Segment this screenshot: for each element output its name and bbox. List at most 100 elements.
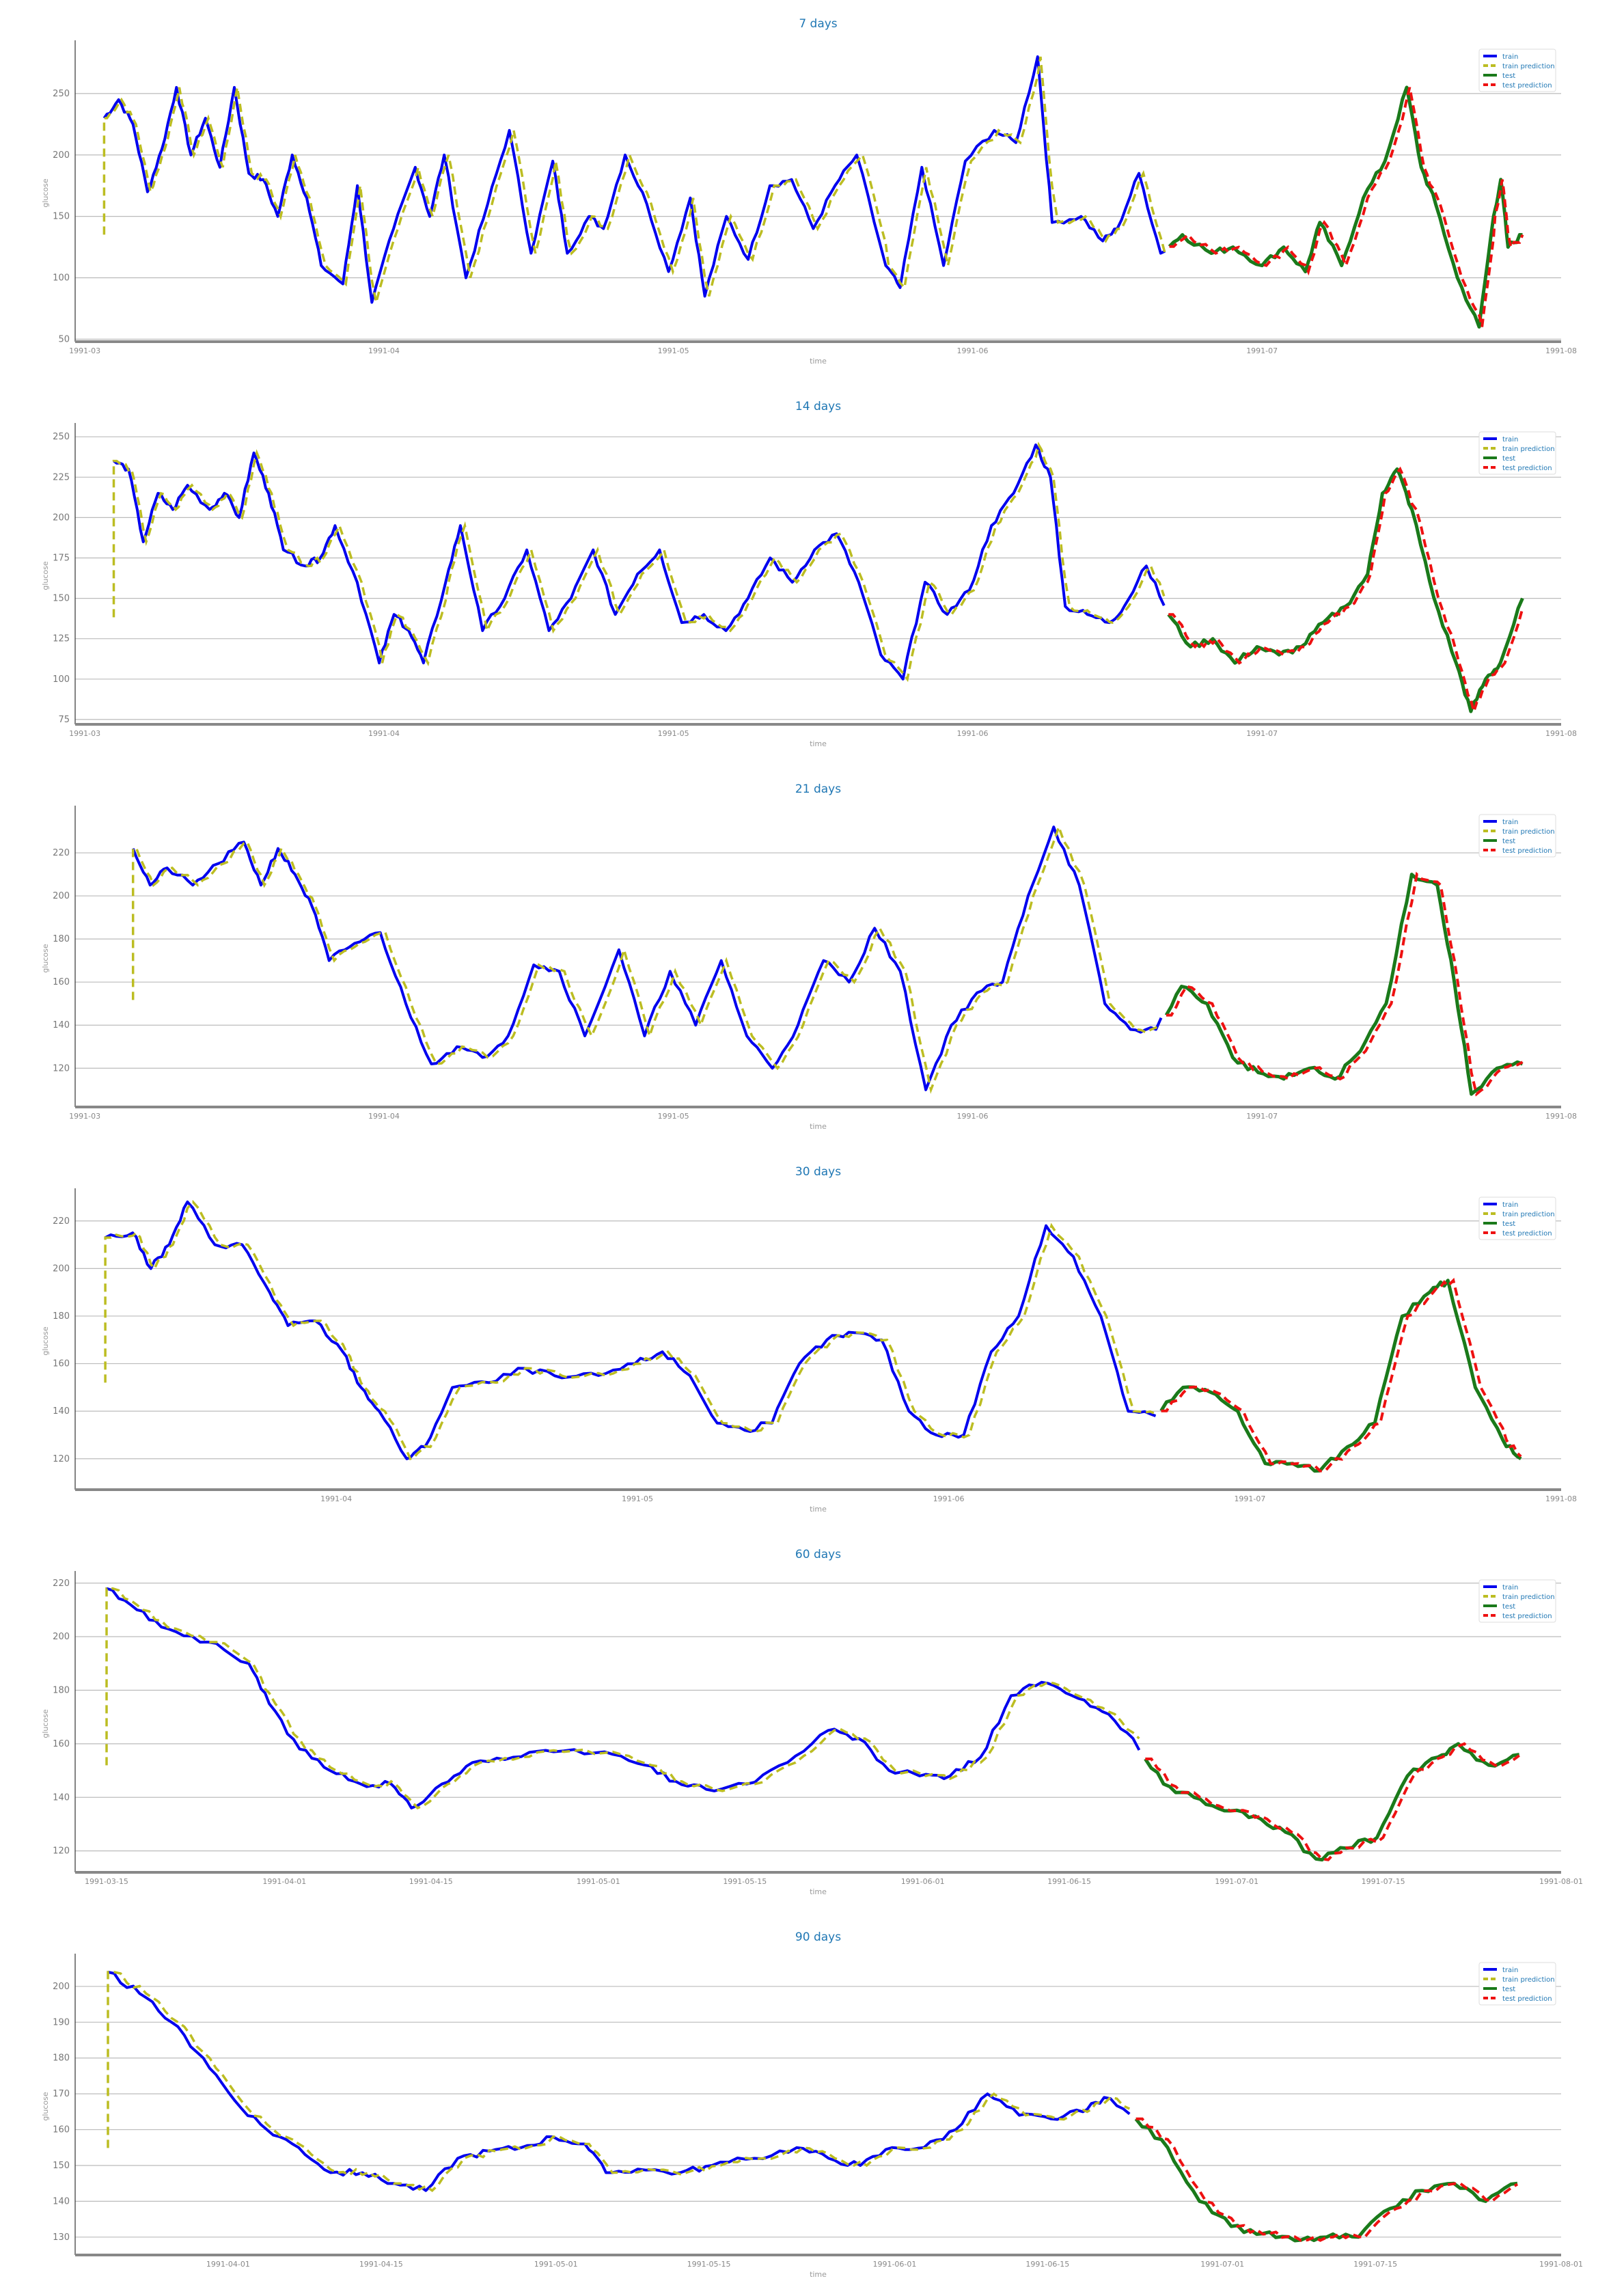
x-tick-label: 1991-06 [956,729,988,738]
series-test [1168,85,1523,329]
x-tick-label: 1991-05-15 [687,2260,731,2269]
y-tick-label: 220 [53,1578,70,1589]
y-tick-label: 250 [53,432,70,442]
y-tick-label: 140 [53,1406,70,1417]
x-tick-label: 1991-08 [1545,729,1577,738]
x-tick-label: 1991-06-15 [1047,1877,1091,1886]
chart-panel-14-days: 14 days 75 100 125 150 175 200 225 250 1991-03 199… [0,383,1611,765]
x-tick-label: 1991-05 [658,729,689,738]
y-tick-label: 200 [53,1982,70,1992]
x-tick-label: 1991-05-15 [723,1877,767,1886]
chart-title: 60 days [795,1548,841,1561]
y-tick-label: 100 [53,273,70,284]
chart-svg: 60 days 120 140 160 180 200 220 1991-03-15 1991-… [41,1548,1583,1896]
series-train-prediction [112,441,1166,683]
x-tick-label: 1991-05-01 [534,2260,578,2269]
y-tick-label: 150 [53,212,70,222]
legend-train-prediction-label: train prediction [1502,1594,1555,1601]
x-tick-label: 1991-03 [69,1112,100,1121]
chart-title: 90 days [795,1930,841,1944]
legend-train-label: train [1502,1967,1518,1974]
legend-box [1478,49,1556,92]
y-tick-label: 180 [53,1311,70,1322]
chart-panel-90-days: 90 days 130 140 150 160 170 180 190 200 1991-04-0… [0,1913,1611,2296]
legend-test-prediction-label: test prediction [1502,1995,1552,2003]
x-tick-label: 1991-07 [1246,1112,1278,1121]
legend-test-prediction-label: test prediction [1502,82,1552,90]
x-tick-label: 1991-04 [368,346,400,355]
legend-test-label: test [1502,838,1515,845]
legend-test-label: test [1502,1986,1515,1993]
legend-train-label: train [1502,436,1518,443]
chart-panel-7-days: 7 days 50 100 150 200 250 1991-03 1991-04 1991-0… [0,0,1611,383]
x-tick-label: 1991-07-01 [1215,1877,1258,1886]
x-tick-label: 1991-07 [1246,346,1278,355]
chart-svg: 7 days 50 100 150 200 250 1991-03 1991-04 1991-0… [41,17,1577,366]
series-train-prediction [104,1200,1157,1460]
chart-title: 30 days [795,1165,841,1179]
y-tick-label: 250 [53,89,70,99]
y-tick-label: 160 [53,1359,70,1369]
legend-train-prediction-label: train prediction [1502,828,1555,836]
y-tick-label: 200 [53,150,70,161]
chart-title: 21 days [795,782,841,796]
series-train-prediction [107,1971,1131,2192]
y-tick-label: 75 [58,715,70,725]
x-axis-label: time [810,357,827,366]
y-tick-label: 190 [53,2017,70,2027]
series-train [106,1587,1141,1809]
series-test [1164,873,1524,1096]
series-test [1144,1742,1520,1862]
chart-panel-21-days: 21 days 120 140 160 180 200 220 1991-03 1991-04 1… [0,765,1611,1148]
series-test-prediction [1145,1742,1520,1861]
x-tick-label: 1991-06-15 [1025,2260,1069,2269]
y-tick-label: 200 [53,1263,70,1274]
y-tick-label: 220 [53,848,70,858]
x-tick-label: 1991-04 [368,1112,400,1121]
y-tick-label: 120 [53,1454,70,1464]
series-train [131,825,1163,1091]
series-test-prediction [1161,1277,1522,1473]
legend-test-prediction-label: test prediction [1502,1230,1552,1238]
series-train [113,443,1166,681]
x-axis-label: time [810,1505,827,1514]
x-tick-label: 1991-08 [1545,346,1577,355]
x-axis-label: time [810,1887,827,1896]
x-tick-label: 1991-07-01 [1200,2260,1244,2269]
y-axis-label: glucose [41,944,50,973]
x-tick-label: 1991-06 [933,1494,965,1503]
y-tick-label: 180 [53,2053,70,2064]
legend-test-prediction-label: test prediction [1502,1613,1552,1620]
y-tick-label: 200 [53,891,70,901]
y-tick-label: 160 [53,1739,70,1749]
x-tick-label: 1991-04 [320,1494,352,1503]
y-axis-label: glucose [41,561,50,590]
legend-test-label: test [1502,1220,1515,1228]
legend-train-label: train [1502,1584,1518,1591]
series-test-prediction [1168,466,1524,717]
series-test-prediction [1169,87,1524,327]
x-tick-label: 1991-05 [658,346,689,355]
legend-box [1478,1579,1556,1623]
x-tick-label: 1991-04-01 [206,2260,250,2269]
y-axis-label: glucose [41,1709,50,1738]
x-tick-label: 1991-05 [622,1494,653,1503]
series-train [107,1971,1131,2192]
y-tick-label: 160 [53,977,70,987]
x-tick-label: 1991-04 [368,729,400,738]
x-tick-label: 1991-07 [1234,1494,1265,1503]
x-tick-label: 1991-06 [956,346,988,355]
legend-train-prediction-label: train prediction [1502,1976,1555,1984]
legend-test-label: test [1502,1603,1515,1611]
x-tick-label: 1991-08-01 [1539,1877,1583,1886]
x-tick-label: 1991-03 [69,346,100,355]
x-tick-label: 1991-06-01 [901,1877,945,1886]
x-tick-label: 1991-08 [1545,1112,1577,1121]
chart-panel-60-days: 60 days 120 140 160 180 200 220 1991-03-15 1991-… [0,1531,1611,1913]
series-train-prediction [131,823,1162,1094]
series-train-prediction [102,56,1166,303]
x-tick-label: 1991-05-01 [577,1877,620,1886]
y-axis-label: glucose [41,2092,50,2121]
chart-svg: 14 days 75 100 125 150 175 200 225 250 1991-03 199… [41,400,1577,748]
x-tick-label: 1991-04-15 [409,1877,453,1886]
